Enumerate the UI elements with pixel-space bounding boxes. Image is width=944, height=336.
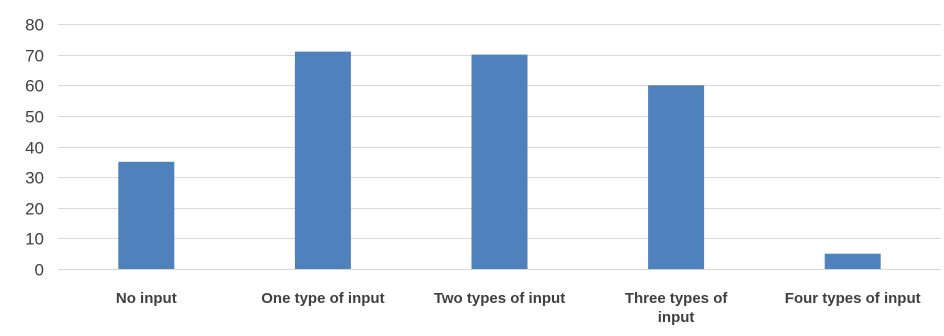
bars <box>118 51 881 270</box>
y-tick-label: 20 <box>25 200 44 219</box>
bar <box>118 161 175 269</box>
bar <box>471 54 528 269</box>
x-tick-label: Four types of input <box>785 290 921 307</box>
bar <box>294 51 351 269</box>
y-tick-label: 80 <box>25 16 44 35</box>
y-axis-ticks: 0 10 20 30 40 50 60 70 80 <box>25 16 44 280</box>
x-tick-label: Three types of input <box>625 290 729 326</box>
y-tick-label: 40 <box>25 139 44 158</box>
x-tick-label: No input <box>116 290 177 307</box>
y-tick-label: 30 <box>25 169 44 188</box>
x-tick-label: One type of input <box>261 290 384 307</box>
y-tick-label: 70 <box>25 47 44 66</box>
x-tick-label-line: input <box>658 309 695 326</box>
bar <box>648 85 705 270</box>
y-tick-label: 10 <box>25 230 44 249</box>
bar <box>824 253 881 269</box>
x-tick-label: Two types of input <box>434 290 565 307</box>
y-tick-label: 50 <box>25 108 44 127</box>
y-tick-label: 60 <box>25 77 44 96</box>
x-tick-label-line: Three types of <box>625 290 729 307</box>
x-axis-ticks: No input One type of input Two types of in… <box>116 290 921 326</box>
y-tick-label: 0 <box>35 261 44 280</box>
